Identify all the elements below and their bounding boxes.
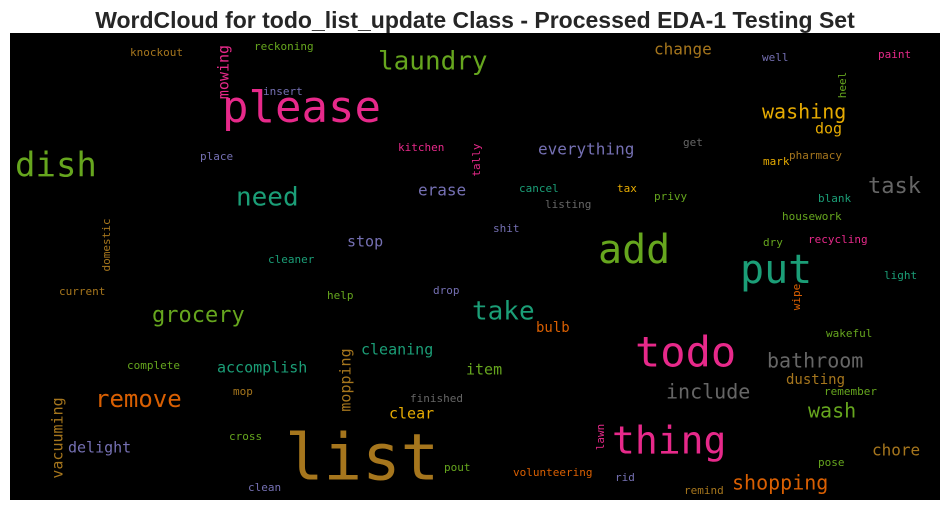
cloud-word: listing <box>545 198 591 211</box>
cloud-word: drop <box>433 284 460 297</box>
cloud-word: grocery <box>152 303 245 328</box>
cloud-word: list <box>285 422 439 496</box>
cloud-word: need <box>236 183 299 213</box>
cloud-word: add <box>598 227 670 273</box>
cloud-word: laundry <box>378 47 488 77</box>
cloud-word: volunteering <box>513 466 592 479</box>
cloud-word: domestic <box>100 219 113 272</box>
cloud-word: todo <box>635 328 736 377</box>
cloud-word: light <box>884 269 917 282</box>
cloud-word: shopping <box>732 471 828 495</box>
cloud-word: cancel <box>519 182 559 195</box>
cloud-word: wipe <box>790 284 803 311</box>
cloud-word: mopping <box>337 348 355 411</box>
cloud-word: wakeful <box>826 327 872 340</box>
cloud-word: bulb <box>536 320 570 336</box>
cloud-word: blank <box>818 192 851 205</box>
cloud-word: kitchen <box>398 141 444 154</box>
cloud-word: tax <box>617 182 637 195</box>
cloud-word: erase <box>418 181 466 200</box>
cloud-word: rid <box>615 471 635 484</box>
cloud-word: accomplish <box>217 359 307 377</box>
cloud-word: cross <box>229 430 262 443</box>
cloud-word: cleaner <box>268 253 315 266</box>
cloud-word: put <box>740 247 812 293</box>
cloud-word: finished <box>410 392 463 405</box>
cloud-word: housework <box>782 210 842 223</box>
cloud-word: mark <box>763 155 790 168</box>
cloud-word: remove <box>95 385 182 413</box>
cloud-word: privy <box>654 190 687 203</box>
cloud-word: stop <box>347 233 383 251</box>
cloud-word: tally <box>470 143 483 176</box>
cloud-word: clean <box>248 481 281 494</box>
cloud-word: mop <box>233 385 253 398</box>
cloud-background <box>10 33 940 500</box>
cloud-word: current <box>59 285 105 298</box>
cloud-word: cleaning <box>361 341 433 359</box>
cloud-word: chore <box>872 441 920 460</box>
cloud-word: knockout <box>130 46 183 59</box>
cloud-word: vacuuming <box>49 397 67 478</box>
cloud-word: well <box>762 51 789 64</box>
cloud-word: insert <box>263 85 303 98</box>
cloud-word: washing <box>762 100 846 124</box>
cloud-word: recycling <box>808 233 868 246</box>
cloud-word: dog <box>815 120 842 138</box>
cloud-word: complete <box>127 359 180 372</box>
cloud-word: delight <box>68 439 131 457</box>
cloud-word: get <box>683 136 703 149</box>
cloud-word: mowing <box>215 45 233 99</box>
cloud-word: dry <box>763 236 783 249</box>
cloud-word: dish <box>15 146 97 186</box>
cloud-word: place <box>200 150 233 163</box>
cloud-word: bathroom <box>767 349 863 373</box>
cloud-word: wash <box>808 399 856 423</box>
cloud-word: paint <box>878 48 911 61</box>
cloud-word: reckoning <box>254 40 314 53</box>
cloud-word: pose <box>818 456 845 469</box>
cloud-word: item <box>466 361 502 379</box>
cloud-word: remember <box>824 385 877 398</box>
cloud-word: pout <box>444 461 471 474</box>
cloud-word: thing <box>612 419 726 463</box>
cloud-word: take <box>472 297 535 327</box>
cloud-word: lawn <box>594 424 607 451</box>
cloud-word: remind <box>684 484 724 497</box>
cloud-word: dusting <box>786 372 845 388</box>
cloud-word: pharmacy <box>789 149 842 162</box>
cloud-word: shit <box>493 222 520 235</box>
cloud-word: clear <box>389 405 434 423</box>
cloud-word: include <box>666 380 750 404</box>
cloud-word: everything <box>538 140 634 159</box>
cloud-word: change <box>654 40 712 59</box>
cloud-word: heel <box>836 72 849 99</box>
cloud-word: please <box>222 82 381 133</box>
cloud-word: help <box>327 289 354 302</box>
cloud-word: task <box>868 174 921 199</box>
chart-title: WordCloud for todo_list_update Class - P… <box>95 7 855 33</box>
